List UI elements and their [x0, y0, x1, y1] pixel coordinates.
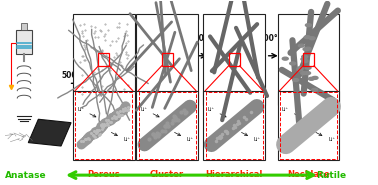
- Text: Necklace: Necklace: [287, 170, 330, 179]
- Circle shape: [297, 67, 303, 70]
- Circle shape: [298, 44, 304, 47]
- Text: Li⁺: Li⁺: [187, 137, 194, 142]
- Text: 500°C: 500°C: [62, 71, 87, 80]
- Circle shape: [297, 68, 303, 71]
- Bar: [278, 91, 339, 160]
- Circle shape: [312, 76, 318, 79]
- Text: Rutile: Rutile: [316, 171, 346, 180]
- Circle shape: [301, 72, 307, 75]
- Text: 700°C: 700°C: [188, 34, 213, 43]
- Circle shape: [305, 66, 311, 69]
- Bar: [278, 14, 339, 105]
- Bar: [280, 92, 337, 159]
- Bar: [136, 14, 198, 105]
- Circle shape: [305, 24, 311, 27]
- Text: Li⁺: Li⁺: [282, 107, 289, 112]
- Text: Li⁺: Li⁺: [124, 137, 131, 142]
- Circle shape: [309, 37, 315, 40]
- Bar: [98, 53, 110, 66]
- Bar: [229, 53, 240, 66]
- Circle shape: [302, 55, 308, 58]
- Bar: [162, 53, 173, 66]
- Text: Hierarchical: Hierarchical: [205, 170, 263, 179]
- Circle shape: [305, 72, 311, 75]
- Bar: [16, 30, 32, 54]
- Circle shape: [312, 88, 318, 91]
- Bar: [73, 14, 135, 105]
- Text: Li⁺: Li⁺: [254, 137, 261, 142]
- Text: Li⁺: Li⁺: [77, 107, 84, 112]
- Circle shape: [305, 47, 311, 50]
- Bar: [28, 119, 71, 146]
- Text: Cluster: Cluster: [150, 170, 184, 179]
- Bar: [136, 91, 198, 160]
- Circle shape: [302, 60, 308, 63]
- Text: Porous: Porous: [88, 170, 120, 179]
- Bar: [206, 92, 263, 159]
- Circle shape: [303, 48, 309, 51]
- Circle shape: [301, 58, 307, 61]
- Text: Li⁺: Li⁺: [141, 107, 148, 112]
- Circle shape: [308, 77, 314, 80]
- Text: 800°C: 800°C: [259, 34, 284, 43]
- Text: Anatase: Anatase: [5, 171, 46, 180]
- Bar: [139, 92, 196, 159]
- Circle shape: [293, 79, 299, 82]
- Circle shape: [290, 62, 296, 65]
- Bar: [21, 23, 27, 30]
- Bar: [76, 92, 132, 159]
- Bar: [203, 91, 265, 160]
- Text: Li⁺: Li⁺: [328, 137, 335, 142]
- Bar: [73, 91, 135, 160]
- Circle shape: [304, 36, 310, 39]
- Bar: [203, 14, 265, 105]
- Text: 600°C: 600°C: [125, 34, 150, 43]
- Circle shape: [282, 57, 288, 60]
- Text: Li⁺: Li⁺: [208, 107, 215, 112]
- Bar: [303, 53, 314, 66]
